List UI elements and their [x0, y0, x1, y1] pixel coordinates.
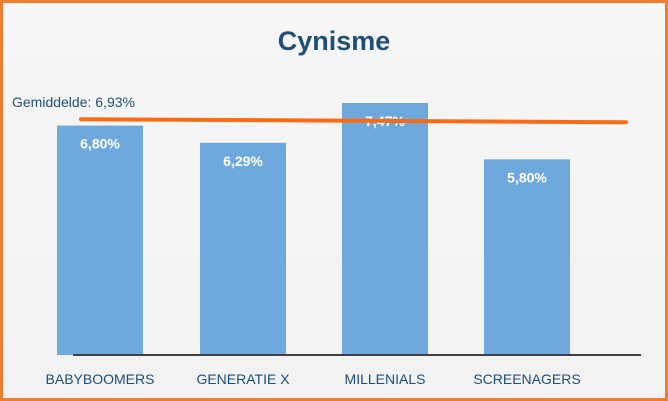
bar-screenagers: [484, 159, 570, 355]
bar-generatie-x: [200, 142, 286, 355]
category-tick-label: MILLENIALS: [345, 371, 426, 387]
data-label: 6,80%: [80, 136, 120, 152]
category-tick-label: BABYBOOMERS: [46, 371, 155, 387]
category-tick-label: SCREENAGERS: [473, 371, 580, 387]
data-label: 6,29%: [223, 153, 263, 169]
bars-layer: 6,80%6,29%7,47%5,80%: [57, 103, 570, 355]
average-layer: Gemiddelde: 6,93%: [12, 94, 628, 125]
average-line: [79, 117, 628, 125]
bar-babyboomers: [57, 125, 143, 355]
average-label: Gemiddelde: 6,93%: [12, 94, 135, 110]
category-labels-layer: BABYBOOMERS GENERATIE X MILLENIALS SCREENAG…: [46, 371, 581, 387]
category-tick-label: GENERATIE X: [196, 371, 290, 387]
chart-title: Cynisme: [278, 26, 391, 56]
data-label: 5,80%: [507, 169, 547, 185]
bar-chart: Cynisme 6,80%6,29%7,47%5,80% Gemiddelde:…: [12, 26, 641, 387]
bar-millenials: [342, 103, 428, 355]
